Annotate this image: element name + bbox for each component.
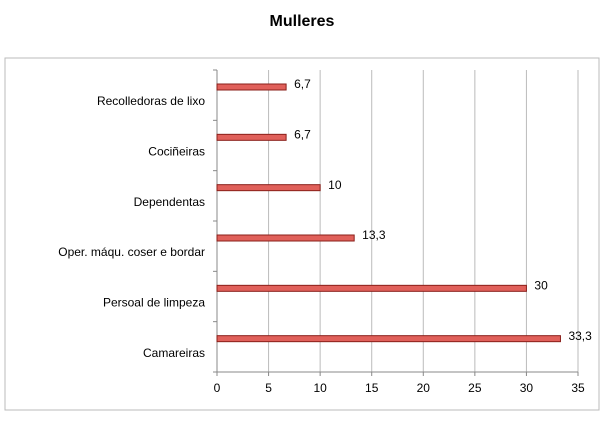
value-label: 10 [328,178,342,192]
value-label: 6,7 [294,77,311,91]
bar [216,335,561,343]
chart-title: Mulleres [270,13,335,30]
x-tick-label: 0 [214,381,221,395]
chart-frame [4,57,600,411]
y-tick-label: Dependentas [134,195,205,209]
bar [216,83,287,91]
x-tick-label: 20 [417,381,431,395]
x-tick-label: 5 [265,381,272,395]
value-label: 30 [534,279,548,293]
x-tick-label: 15 [365,381,379,395]
x-tick-label: 30 [520,381,534,395]
bar [216,133,287,141]
bar [216,284,527,292]
bar [216,234,355,242]
y-tick-label: Oper. máqu. coser e bordar [58,245,205,259]
y-tick-label: Persoal de limpeza [103,296,205,310]
value-label: 33,3 [568,329,592,343]
y-tick-label: Cociñeiras [148,145,205,159]
bar [216,184,321,192]
y-tick-label: Recolledoras de lixo [97,94,205,108]
x-tick-label: 10 [313,381,327,395]
y-tick-label: Camareiras [143,346,205,360]
x-tick-label: 35 [571,381,585,395]
x-tick-label: 25 [468,381,482,395]
value-label: 6,7 [294,128,311,142]
value-label: 13,3 [362,228,386,242]
